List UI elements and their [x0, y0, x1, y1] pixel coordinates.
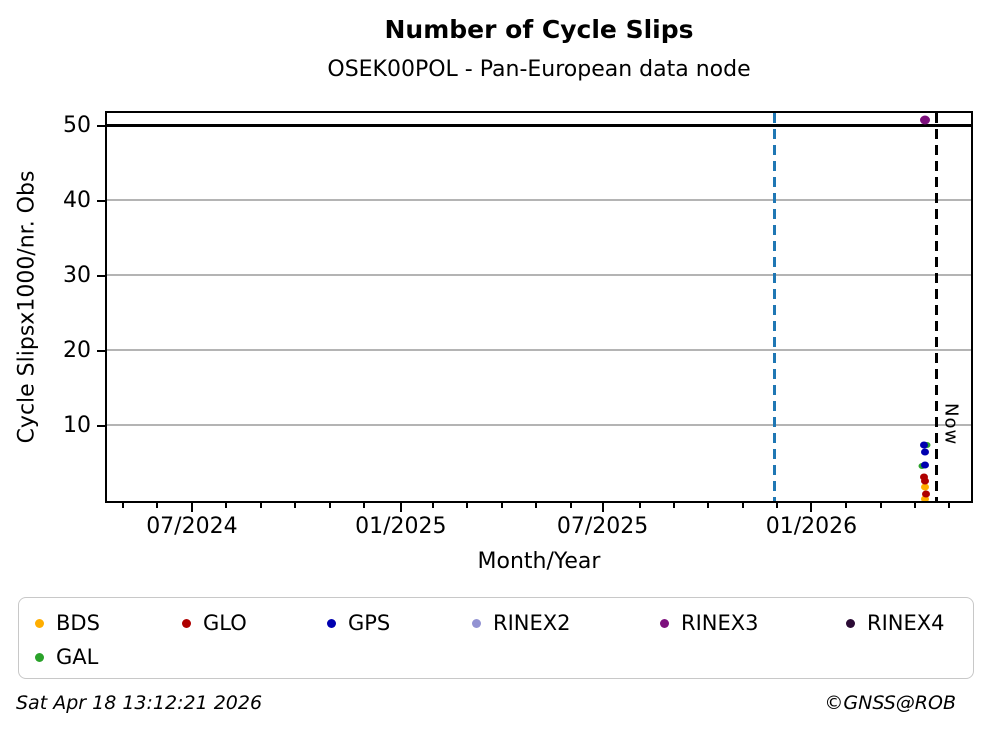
legend-label: GAL: [56, 645, 99, 669]
y-axis-label: Cycle Slipsx1000/nr. Obs: [14, 170, 40, 444]
y-tick: [97, 274, 105, 277]
chart-title: Number of Cycle Slips: [384, 15, 694, 44]
legend-label: RINEX2: [493, 611, 571, 635]
x-axis-label: Month/Year: [477, 549, 601, 574]
legend-label: RINEX3: [681, 611, 759, 635]
x-minor-tick: [259, 503, 262, 508]
now-label: Now: [940, 403, 962, 446]
x-minor-tick: [431, 503, 434, 508]
x-minor-tick: [500, 503, 503, 508]
x-tick-label: 01/2026: [765, 514, 858, 539]
y-tick-label: 50: [63, 112, 91, 138]
bds-dot-icon: [35, 618, 44, 628]
gridline: [107, 274, 971, 276]
threshold-line: [107, 123, 971, 127]
x-tick-label: 07/2025: [556, 514, 649, 539]
x-minor-tick: [776, 503, 779, 508]
y-tick-label: 10: [63, 412, 91, 438]
generated-timestamp: Sat Apr 18 13:12:21 2026: [16, 692, 263, 714]
data-point-GPS: [920, 441, 929, 449]
y-tick-label: 40: [63, 187, 91, 213]
x-minor-tick: [845, 503, 848, 508]
legend-item-glo: GLO: [182, 606, 327, 640]
data-point-RINEX3: [920, 115, 931, 125]
data-point-BDS: [921, 495, 930, 501]
legend-label: BDS: [56, 611, 100, 635]
gal-dot-icon: [35, 652, 44, 662]
x-minor-tick: [914, 503, 916, 508]
x-major-tick: [190, 503, 193, 512]
gps-dot-icon: [327, 618, 336, 628]
x-major-tick: [601, 503, 604, 512]
legend-item-gps: GPS: [327, 606, 472, 640]
rinex3-dot-icon: [660, 618, 669, 628]
rinex4-dot-icon: [846, 618, 855, 628]
data-point-GPS: [920, 461, 929, 469]
event-line: [772, 113, 776, 501]
x-minor-tick: [225, 503, 228, 508]
data-point-GLO: [919, 473, 928, 481]
x-major-tick: [810, 503, 813, 512]
x-minor-tick: [741, 503, 744, 508]
data-point-BDS: [920, 483, 929, 491]
chart-subtitle: OSEK00POL - Pan-European data node: [327, 57, 751, 82]
plot-area: Now: [105, 111, 973, 503]
x-minor-tick: [879, 503, 882, 508]
x-minor-tick: [535, 503, 538, 508]
data-point-GPS: [921, 448, 930, 456]
x-tick-label: 07/2024: [146, 514, 238, 539]
gridline: [107, 424, 971, 426]
y-tick-label: 30: [63, 262, 91, 288]
legend-label: GPS: [348, 611, 391, 635]
y-tick: [97, 424, 105, 427]
legend: BDS GLO GPS RINEX2 RINEX3 RINEX4 GAL: [18, 597, 974, 679]
y-tick: [97, 199, 105, 202]
x-minor-tick: [156, 503, 159, 508]
x-minor-tick: [672, 503, 675, 508]
x-minor-tick: [466, 503, 469, 508]
x-minor-tick: [638, 503, 641, 508]
legend-item-rinex3: RINEX3: [660, 606, 846, 640]
legend-label: GLO: [203, 611, 247, 635]
legend-label: RINEX4: [867, 611, 945, 635]
y-tick: [97, 124, 105, 127]
glo-dot-icon: [182, 618, 191, 628]
now-line: [934, 113, 938, 501]
x-minor-tick: [569, 503, 572, 508]
y-tick-label: 20: [63, 337, 91, 363]
credit-text: ©GNSS@ROB: [824, 692, 956, 714]
x-minor-tick: [328, 503, 331, 508]
x-minor-tick: [122, 503, 125, 508]
y-tick: [97, 349, 105, 352]
x-tick-label: 01/2025: [355, 514, 447, 539]
legend-item-rinex4: RINEX4: [846, 606, 973, 640]
x-minor-tick: [294, 503, 297, 508]
gridline: [107, 349, 971, 351]
x-minor-tick: [948, 503, 951, 508]
x-minor-tick: [707, 503, 710, 508]
legend-item-rinex2: RINEX2: [472, 606, 660, 640]
gridline: [107, 199, 971, 201]
data-point-GLO: [921, 477, 930, 484]
data-point-GLO: [921, 490, 930, 498]
legend-item-gal: GAL: [35, 640, 182, 674]
legend-item-bds: BDS: [35, 606, 182, 640]
rinex2-dot-icon: [472, 618, 481, 628]
x-minor-tick: [363, 503, 366, 508]
x-major-tick: [399, 503, 402, 512]
